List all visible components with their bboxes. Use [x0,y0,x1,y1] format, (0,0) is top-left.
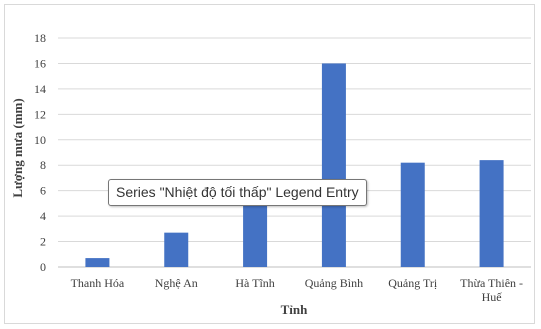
y-tick-label: 14 [34,82,46,96]
x-tick-labels: Thanh Hóa Nghệ An Hà Tĩnh Quảng Bình Quảng T… [71,276,523,304]
x-tick-label: Thanh Hóa [71,276,125,290]
bar[interactable] [85,258,110,267]
x-tick-label: Quảng Bình [305,276,363,290]
x-tick-label: Thừa Thiên - [460,276,523,290]
y-tick-label: 4 [40,209,46,223]
y-tick-label: 18 [34,31,46,45]
y-tick-label: 16 [34,56,46,70]
y-tick-label: 2 [40,235,46,249]
y-tick-labels: 0 2 4 6 8 10 12 14 16 18 [34,31,46,274]
bar[interactable] [479,160,504,267]
x-tick-label: Quảng Trị [388,276,438,290]
y-tick-label: 0 [40,260,46,274]
gridlines [58,37,531,268]
bar[interactable] [321,63,346,267]
x-tick-label: Huế [482,290,503,304]
chart-area[interactable] [4,4,535,324]
y-tick-label: 6 [40,184,46,198]
y-axis-title: Lượng mưa (mm) [10,98,25,197]
bar[interactable] [400,162,425,267]
bars[interactable] [85,63,504,267]
y-tick-label: 10 [34,133,46,147]
y-tick-label: 8 [40,158,46,172]
y-tick-label: 12 [34,107,46,121]
legend-entry-tooltip: Series "Nhiệt độ tối thấp" Legend Entry [108,179,367,206]
bar[interactable] [243,203,268,267]
x-axis-title: Tỉnh [281,302,309,317]
x-tick-label: Nghệ An [155,276,198,290]
x-tick-label: Hà Tĩnh [235,276,274,290]
bar[interactable] [164,232,189,267]
